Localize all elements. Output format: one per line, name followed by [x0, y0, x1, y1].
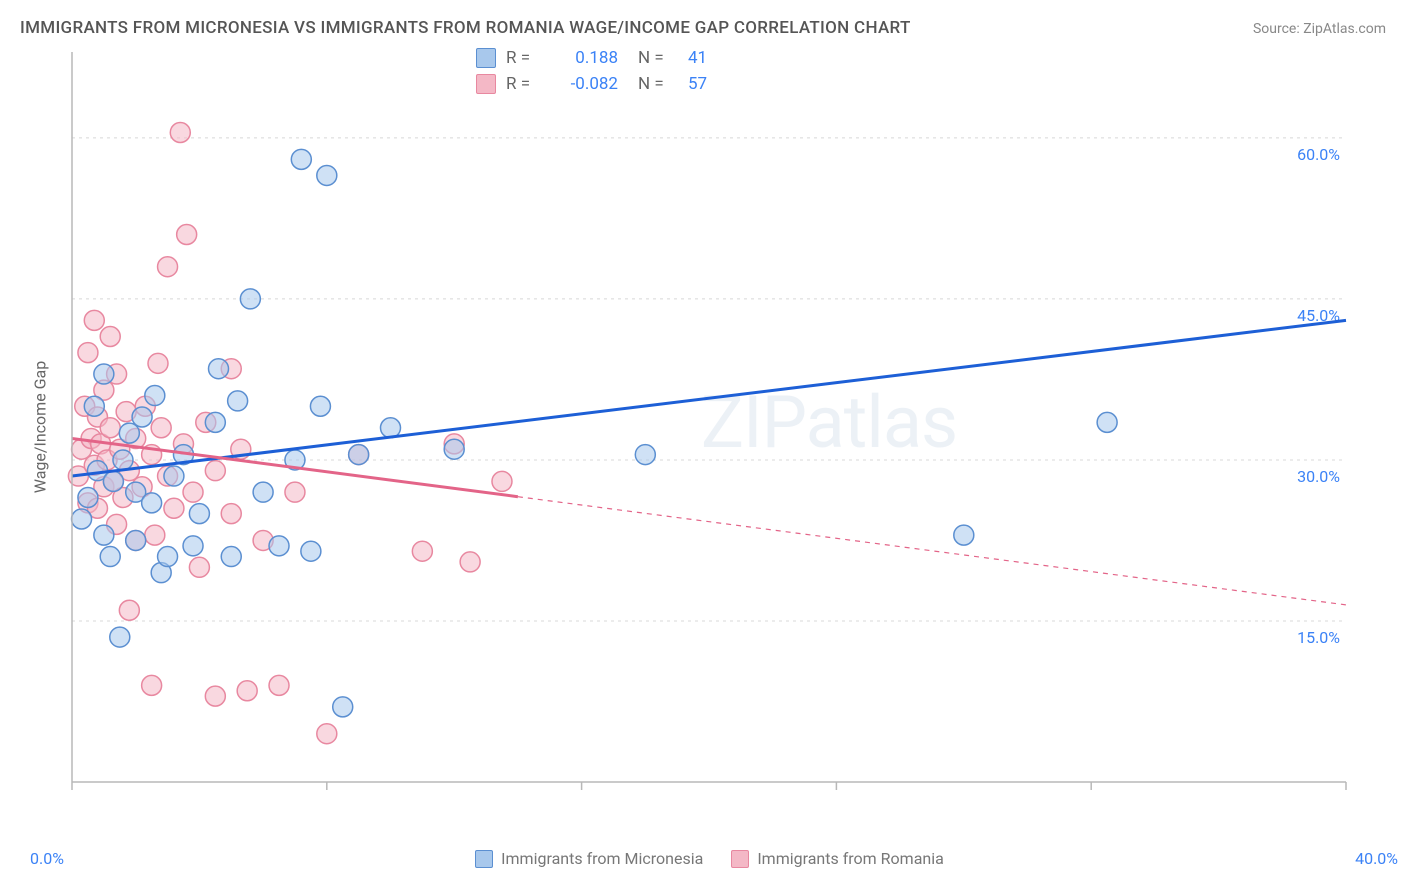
legend-swatch	[476, 48, 496, 68]
legend-swatch-romania	[731, 850, 749, 868]
legend-label-romania: Immigrants from Romania	[757, 849, 944, 868]
correlation-legend: R = 0.188 N = 41 R = -0.082 N = 57	[476, 45, 720, 97]
r-value: 0.188	[548, 48, 618, 68]
r-label: R =	[506, 48, 538, 68]
legend-swatch	[476, 74, 496, 94]
r-label: R =	[506, 74, 538, 94]
title-row: IMMIGRANTS FROM MICRONESIA VS IMMIGRANTS…	[20, 18, 1386, 38]
plot-area: Wage/Income Gap 15.0%30.0%45.0%60.0%ZIPa…	[46, 42, 1386, 812]
n-value: 41	[688, 48, 720, 68]
chart-title: IMMIGRANTS FROM MICRONESIA VS IMMIGRANTS…	[20, 18, 911, 38]
chart-container: IMMIGRANTS FROM MICRONESIA VS IMMIGRANTS…	[20, 18, 1386, 812]
svg-text:ZIPatlas: ZIPatlas	[701, 380, 957, 465]
x-tick-min: 0.0%	[30, 849, 64, 868]
r-value: -0.082	[548, 74, 618, 94]
correlation-row: R = -0.082 N = 57	[476, 71, 720, 97]
svg-text:60.0%: 60.0%	[1297, 145, 1340, 164]
scatter-plot: 15.0%30.0%45.0%60.0%ZIPatlas	[46, 42, 1386, 812]
svg-text:15.0%: 15.0%	[1297, 628, 1340, 647]
legend-label-micronesia: Immigrants from Micronesia	[501, 849, 703, 868]
x-tick-max: 40.0%	[1355, 849, 1398, 868]
svg-text:30.0%: 30.0%	[1297, 467, 1340, 486]
source-label: Source: ZipAtlas.com	[1253, 21, 1386, 37]
n-label: N =	[638, 74, 678, 94]
n-value: 57	[688, 74, 720, 94]
y-axis-label: Wage/Income Gap	[31, 361, 50, 493]
bottom-legend: 0.0% Immigrants from Micronesia Immigran…	[0, 849, 1406, 868]
legend-swatch-micronesia	[475, 850, 493, 868]
legend-item-micronesia: Immigrants from Micronesia	[475, 849, 703, 868]
correlation-row: R = 0.188 N = 41	[476, 45, 720, 71]
legend-item-romania: Immigrants from Romania	[731, 849, 944, 868]
n-label: N =	[638, 48, 678, 68]
series-legend: Immigrants from Micronesia Immigrants fr…	[475, 849, 944, 868]
